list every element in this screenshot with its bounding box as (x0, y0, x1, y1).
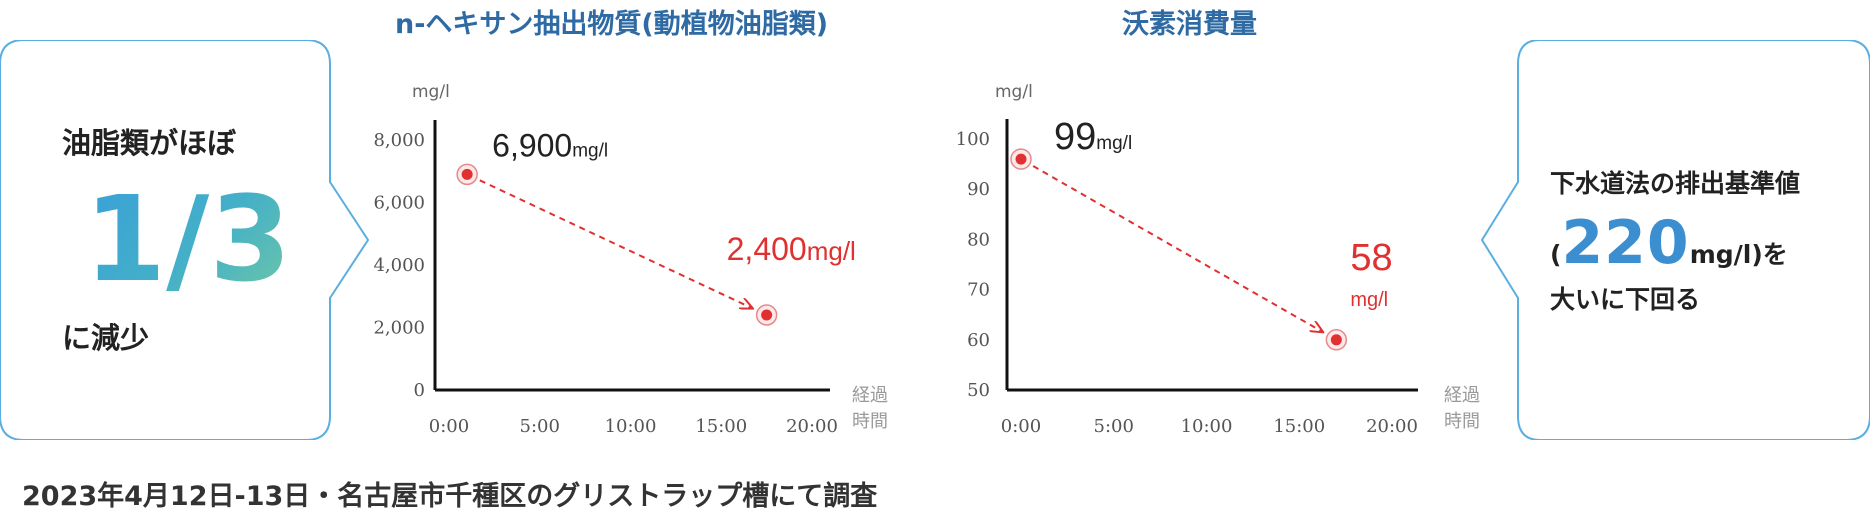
iodine-x-tick-label: 20:00 (1366, 416, 1418, 437)
hexane-x-tick-label: 20:00 (786, 416, 838, 437)
hexane-y-tick-label: 4,000 (373, 255, 425, 276)
charts-canvas: mg/l 0 2,000 4,000 6,000 8,000 0:00 5:00 10:00 15… (373, 82, 1480, 437)
close-paren: )を (1751, 240, 1788, 269)
hexane-x-tick-label: 10:00 (605, 416, 657, 437)
iodine-y-tick-label: 100 (956, 129, 990, 150)
iodine-annotation-1: 99mg/l (1054, 116, 1132, 158)
iodine-x-tick-label: 0:00 (1001, 416, 1041, 437)
iodine-point-2 (1330, 334, 1342, 346)
iodine-y-tick-label: 90 (967, 179, 990, 200)
open-paren: ( (1550, 240, 1562, 269)
chart-title-hexane: n-ヘキサン抽出物質(動植物油脂類) (395, 9, 829, 40)
hexane-x-tick-label: 15:00 (695, 416, 747, 437)
hexane-x-label-line2: 時間 (852, 411, 888, 432)
callout-big-fraction: 1/3 (84, 170, 292, 308)
left-callout-bubble (0, 39, 370, 441)
iodine-annotation-unit-2: mg/l (1350, 289, 1388, 311)
hexane-x-tick-label: 5:00 (520, 416, 560, 437)
hexane-y-tick-label: 6,000 (373, 193, 425, 214)
standard-value: 220 (1561, 208, 1690, 278)
iodine-annotation-value-1: 99 (1054, 116, 1096, 158)
hexane-annotation-2: 2,400mg/l (727, 231, 856, 267)
hexane-y-tick-label: 0 (414, 380, 425, 401)
standard-unit: mg/l (1689, 240, 1752, 269)
hexane-point-1 (461, 168, 473, 180)
hexane-trend-arrow (479, 179, 752, 308)
callout-standard-value-line: (220mg/l)を (1550, 208, 1788, 278)
iodine-x-label-line1: 経過 (1444, 385, 1480, 406)
callout-text-oil: 油脂類がほぼ (62, 126, 237, 160)
iodine-x-label-line2: 時間 (1444, 411, 1480, 432)
hexane-y-unit: mg/l (412, 82, 450, 102)
hexane-annotation-value-1: 6,900 (492, 127, 572, 163)
survey-footnote: 2023年4月12日-13日・名古屋市千種区のグリストラップ槽にて調査 (22, 481, 878, 512)
hexane-x-tick-label: 0:00 (429, 416, 469, 437)
callout-text-below: 大いに下回る (1550, 285, 1701, 314)
hexane-annotation-value-2: 2,400 (727, 231, 807, 267)
hexane-y-tick-label: 8,000 (373, 130, 425, 151)
right-callout: 下水道法の排出基準値 (220mg/l)を 大いに下回る (1480, 39, 1870, 441)
hexane-annotation-unit-2: mg/l (807, 236, 856, 266)
iodine-x-tick-label: 15:00 (1273, 416, 1325, 437)
iodine-point-1 (1015, 153, 1027, 165)
hexane-point-2 (761, 309, 773, 321)
left-callout: 油脂類がほぼ 1/3 に減少 (0, 39, 380, 441)
iodine-x-tick-label: 10:00 (1181, 416, 1233, 437)
iodine-y-tick-label: 70 (967, 280, 990, 301)
iodine-trend-arrow (1032, 165, 1322, 332)
callout-text-decrease: に減少 (62, 321, 150, 355)
hexane-annotation-unit-1: mg/l (572, 140, 608, 161)
iodine-y-tick-label: 60 (967, 330, 990, 351)
iodine-y-tick-label: 50 (967, 380, 990, 401)
iodine-x-tick-label: 5:00 (1094, 416, 1134, 437)
chart-title-iodine: 沃素消費量 (1122, 9, 1257, 40)
iodine-annotation-value-2: 58 (1350, 237, 1392, 279)
hexane-annotation-1: 6,900mg/l (492, 127, 608, 163)
iodine-y-tick-label: 80 (967, 229, 990, 250)
iodine-annotation-unit-1: mg/l (1096, 133, 1132, 154)
hexane-x-label-line1: 経過 (852, 385, 888, 406)
callout-text-standard: 下水道法の排出基準値 (1550, 169, 1801, 198)
iodine-y-unit: mg/l (995, 82, 1033, 102)
hexane-y-tick-label: 2,000 (373, 318, 425, 339)
